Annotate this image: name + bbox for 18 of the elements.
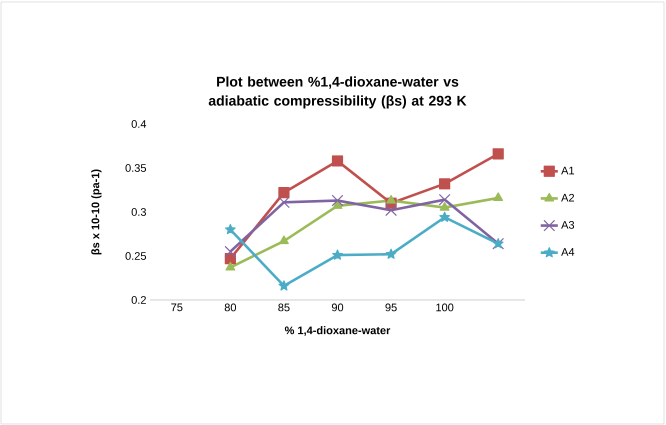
y-axis-title: βs x 10-10 (pa-1) (91, 169, 102, 254)
x-tick-label: 100 (436, 304, 454, 312)
y-tick-label: 0.4 (132, 120, 146, 128)
legend-label: A1 (561, 166, 574, 174)
legend-label: A2 (561, 194, 574, 202)
x-tick-label: 90 (332, 304, 344, 312)
legend-label: A4 (561, 248, 574, 256)
x-axis-title: % 1,4-dioxane-water (284, 326, 390, 336)
x-tick-label: 85 (278, 304, 290, 312)
chart-title: Plot between %1,4-dioxane-water vs adiabatic compressibility (βs) at 293 K (208, 76, 466, 108)
y-tick-label: 0.3 (132, 208, 146, 216)
y-tick-label: 0.25 (125, 252, 146, 260)
legend-label: A3 (561, 221, 574, 229)
y-tick-label: 0.2 (132, 296, 146, 304)
x-tick-label: 80 (224, 304, 236, 312)
x-tick-label: 75 (171, 304, 182, 312)
x-tick-label: 95 (385, 304, 397, 312)
y-tick-label: 0.35 (125, 164, 146, 172)
